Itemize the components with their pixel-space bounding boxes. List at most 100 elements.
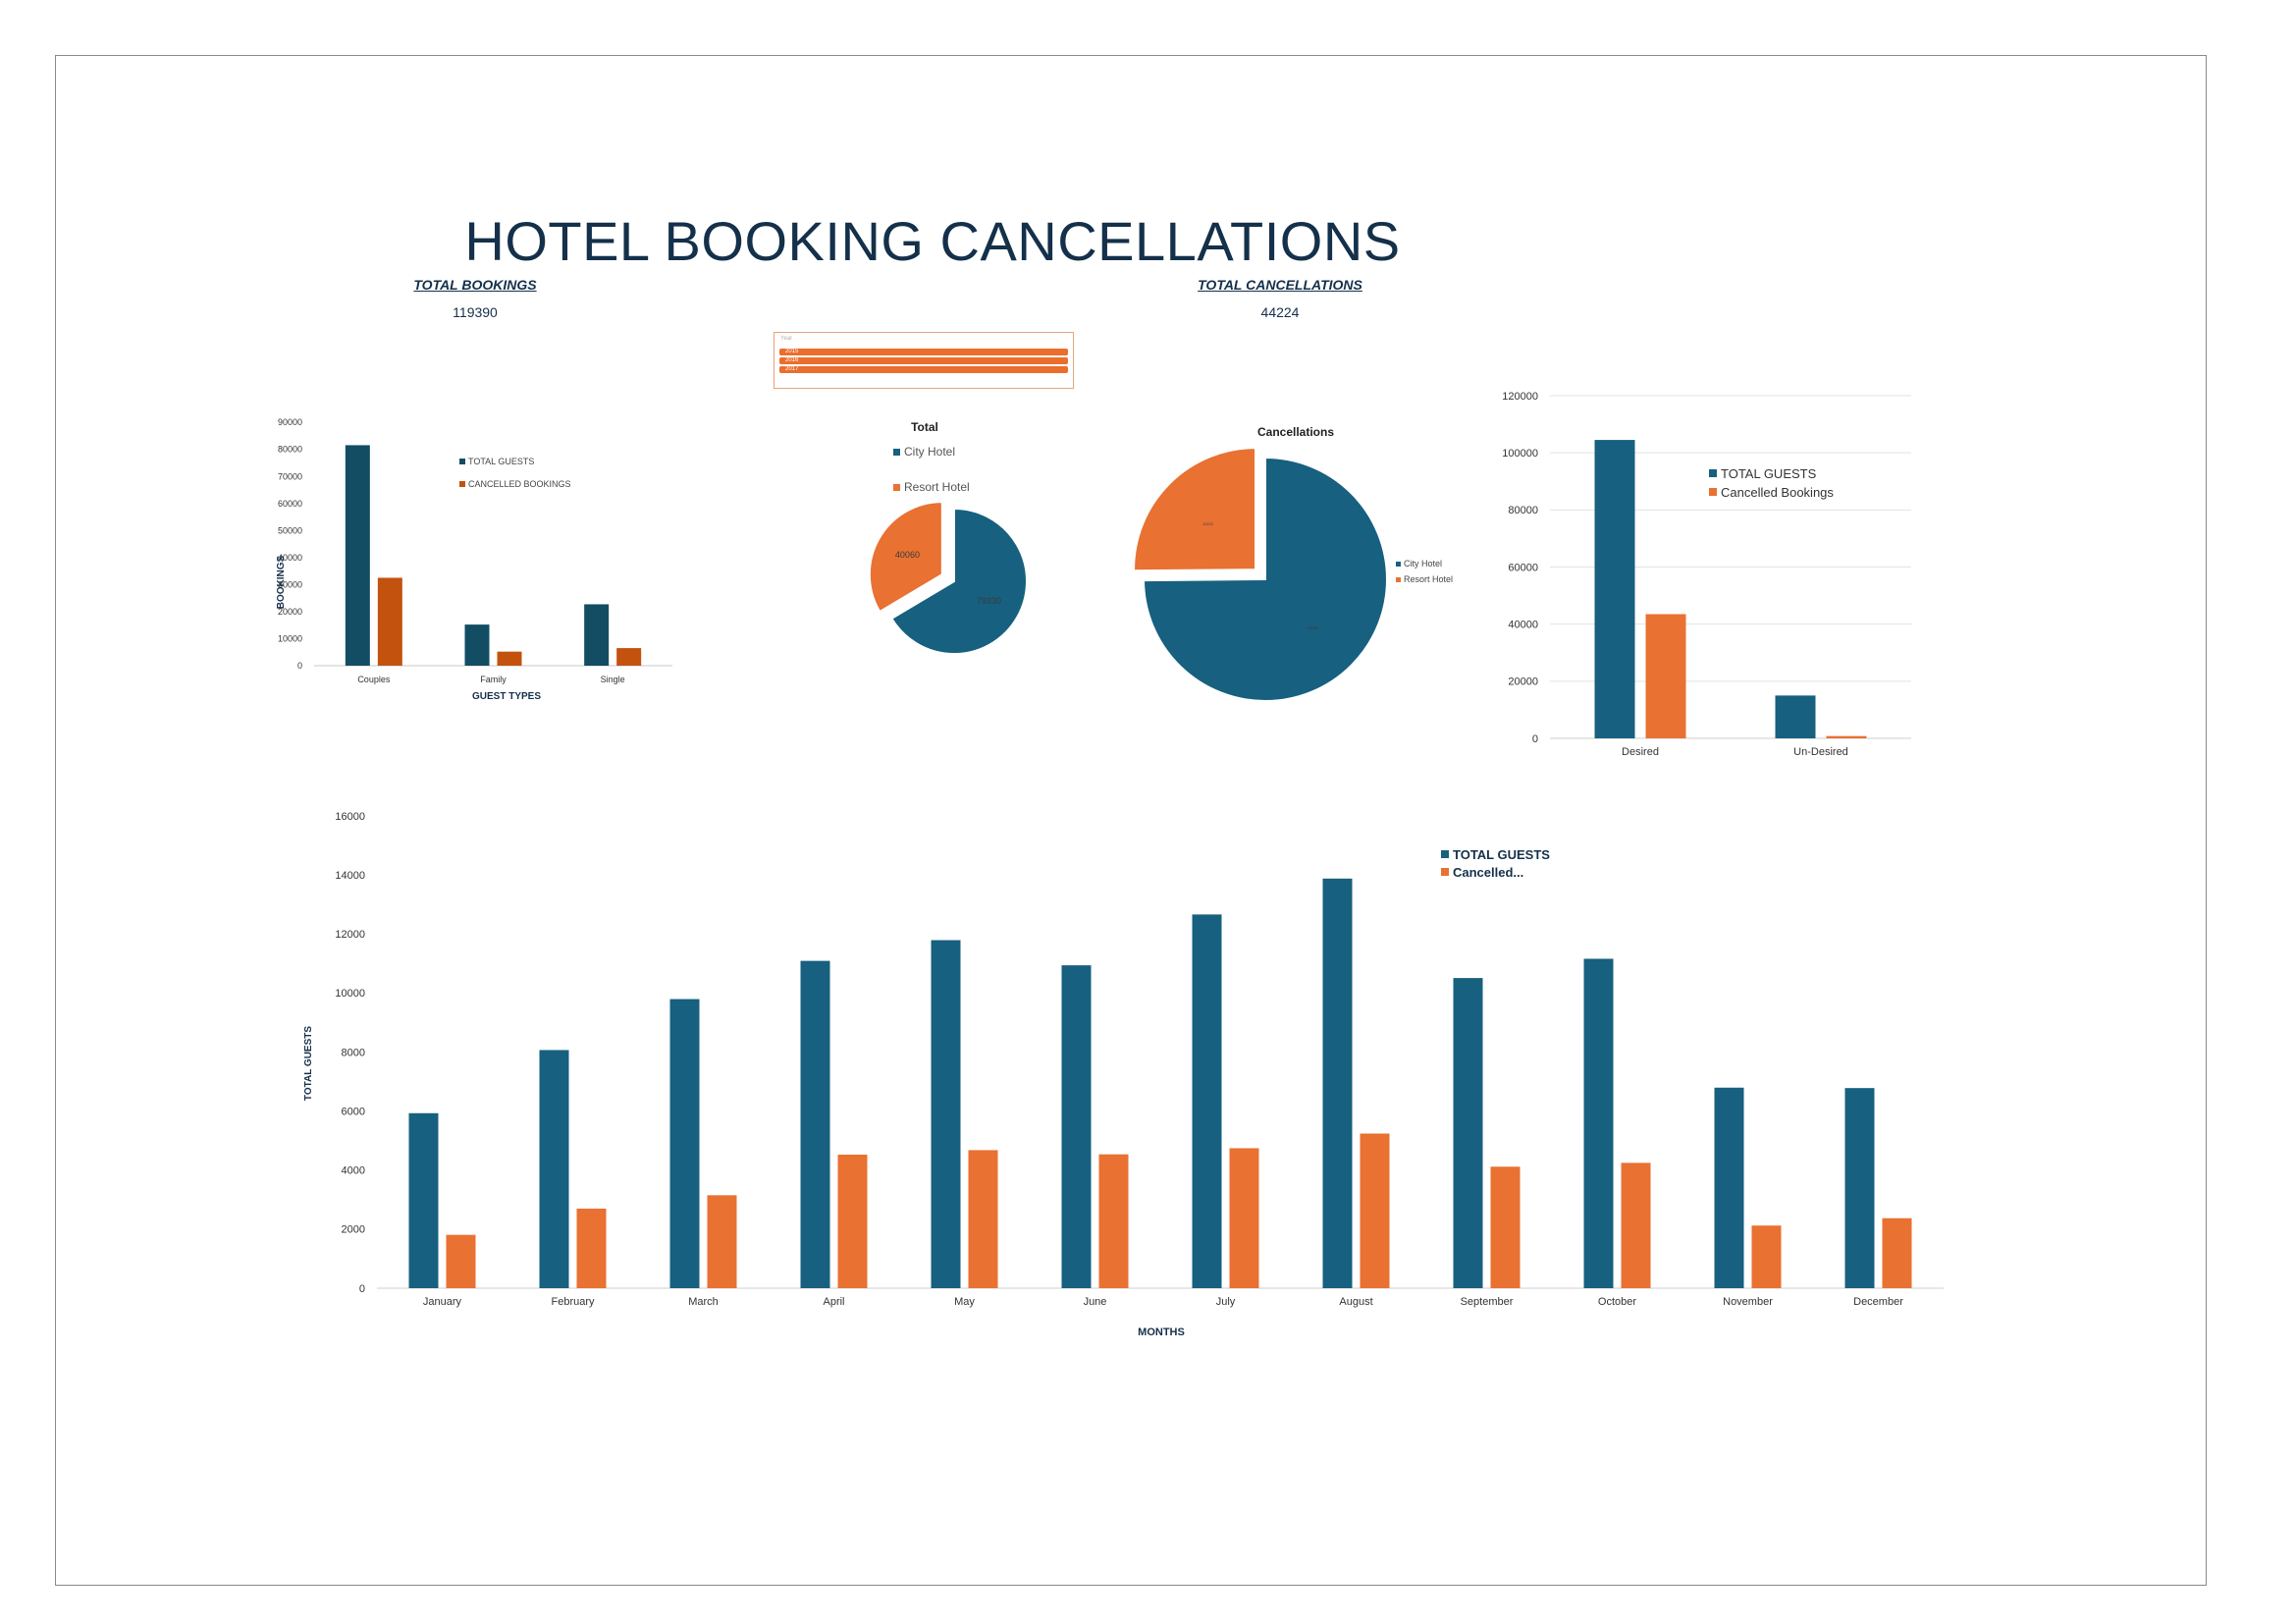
y-tick-label: 60000: [278, 499, 302, 509]
bar-december-total: [1844, 1088, 1875, 1288]
page-title: HOTEL BOOKING CANCELLATIONS: [464, 210, 1401, 272]
bar-family-cancelled: [497, 651, 522, 666]
bar-august-total: [1322, 878, 1353, 1288]
pie-slice-resort-hotel: [868, 501, 943, 614]
x-tick-label: November: [1723, 1296, 1773, 1308]
x-tick-label: February: [551, 1296, 595, 1308]
y-tick-label: 70000: [278, 471, 302, 481]
slicer-item-2015[interactable]: 2015: [779, 349, 1068, 355]
bar-may-total: [931, 940, 961, 1288]
bar-april-total: [800, 960, 830, 1288]
pie-data-label: 33102: [1308, 625, 1319, 630]
bar-family-total: [464, 624, 490, 666]
slicer-item-2017[interactable]: 2017: [779, 366, 1068, 373]
x-tick-label: Single: [601, 675, 625, 684]
pie-slice-city-hotel: [1142, 456, 1388, 702]
x-tick-label: Un-Desired: [1793, 746, 1848, 758]
bar-july-cancelled: [1229, 1148, 1259, 1288]
legend-swatch: [893, 484, 900, 491]
y-tick-label: 80000: [278, 445, 302, 455]
x-tick-label: August: [1339, 1296, 1372, 1308]
total-cancellations-value: 44224: [1260, 304, 1300, 320]
x-tick-label: July: [1216, 1296, 1236, 1308]
bar-couples-total: [345, 445, 370, 666]
x-tick-label: September: [1461, 1296, 1514, 1308]
y-tick-label: 14000: [335, 870, 365, 882]
bar-june-cancelled: [1098, 1154, 1129, 1288]
bar-april-cancelled: [837, 1154, 868, 1288]
bar-february-total: [539, 1050, 569, 1288]
bar-november-total: [1714, 1087, 1744, 1288]
bar-un-desired-total: [1775, 695, 1816, 738]
x-tick-label: April: [823, 1296, 844, 1308]
bar-desired-cancelled: [1645, 614, 1686, 738]
bar-single-cancelled: [616, 648, 642, 666]
dashboard-frame: [55, 55, 2207, 1586]
bar-march-total: [669, 999, 700, 1288]
chart-title: Total: [911, 420, 938, 434]
slicer-header: Year: [780, 336, 793, 342]
desired-chart: 0 20000 40000 60000 80000 100000 120000 Desired…: [1502, 391, 1911, 758]
chart-title: Cancellations: [1257, 425, 1334, 439]
bar-couples-cancelled: [377, 577, 402, 666]
slicer-item-2016[interactable]: 2016: [779, 357, 1068, 364]
guest-types-chart: 0 10000 20000 30000 40000 50000 60000 70000 8000…: [276, 417, 672, 702]
bar-march-cancelled: [707, 1195, 737, 1288]
legend-swatch: [1441, 850, 1449, 858]
x-tick-label: January: [423, 1296, 462, 1308]
y-tick-label: 0: [1532, 733, 1538, 745]
y-tick-label: 60000: [1508, 562, 1538, 573]
bar-july-total: [1192, 914, 1222, 1288]
bar-un-desired-cancelled: [1826, 735, 1867, 738]
bar-september-total: [1453, 978, 1483, 1288]
months-chart: 0 2000 4000 6000 8000 10000 12000 14000 16000 Jan…: [303, 811, 1944, 1338]
y-tick-label: 90000: [278, 417, 302, 427]
legend-swatch: [459, 481, 465, 487]
x-axis-title: MONTHS: [1138, 1326, 1185, 1338]
y-tick-label: 10000: [335, 988, 365, 1000]
bar-august-cancelled: [1360, 1133, 1390, 1288]
y-tick-label: 40000: [278, 553, 302, 563]
y-tick-label: 10000: [278, 634, 302, 644]
legend-swatch: [1441, 868, 1449, 876]
legend-swatch: [893, 449, 900, 456]
x-tick-label: December: [1853, 1296, 1903, 1308]
y-tick-label: 100000: [1502, 448, 1538, 460]
bar-june-total: [1061, 965, 1092, 1288]
bar-november-cancelled: [1751, 1225, 1782, 1288]
bar-october-cancelled: [1621, 1163, 1651, 1288]
y-tick-label: 0: [359, 1283, 365, 1295]
pie-slice-city-hotel: [890, 507, 1028, 655]
y-tick-label: 40000: [1508, 620, 1538, 631]
legend-swatch: [459, 459, 465, 464]
y-tick-label: 8000: [342, 1047, 365, 1058]
y-tick-label: 0: [297, 661, 302, 671]
pie-data-label: 11122: [1202, 521, 1213, 526]
x-tick-label: June: [1084, 1296, 1107, 1308]
legend-label: Resort Hotel: [904, 480, 970, 494]
year-slicer[interactable]: Year 2015 2016 2017: [774, 332, 1074, 389]
y-tick-label: 16000: [335, 811, 365, 823]
legend-swatch: [1709, 469, 1717, 477]
y-axis-title: BOOKINGS: [276, 555, 287, 609]
y-tick-label: 2000: [342, 1224, 365, 1236]
x-axis-title: GUEST TYPES: [472, 691, 541, 702]
y-tick-label: 20000: [278, 607, 302, 617]
pie-data-label: 40060: [895, 550, 920, 560]
y-axis-title: TOTAL GUESTS: [303, 1026, 314, 1101]
x-tick-label: Family: [480, 675, 507, 684]
legend-label: TOTAL GUESTS: [468, 457, 534, 466]
legend-label: City Hotel: [1404, 559, 1442, 568]
legend-label: Cancelled...: [1453, 865, 1523, 880]
x-tick-label: May: [954, 1296, 975, 1308]
legend-label: Cancelled Bookings: [1721, 485, 1834, 500]
y-tick-label: 4000: [342, 1165, 365, 1177]
bar-desired-total: [1594, 440, 1635, 738]
total-cancellations-label: TOTAL CANCELLATIONS: [1198, 277, 1362, 293]
hotel-total-pie-chart: Total City Hotel Resort Hotel 79330 40060: [868, 420, 1028, 655]
total-bookings-label: TOTAL BOOKINGS: [413, 277, 537, 293]
bar-october-total: [1583, 958, 1614, 1288]
x-tick-label: October: [1598, 1296, 1636, 1308]
bar-single-total: [584, 604, 610, 666]
bar-september-cancelled: [1490, 1166, 1521, 1288]
